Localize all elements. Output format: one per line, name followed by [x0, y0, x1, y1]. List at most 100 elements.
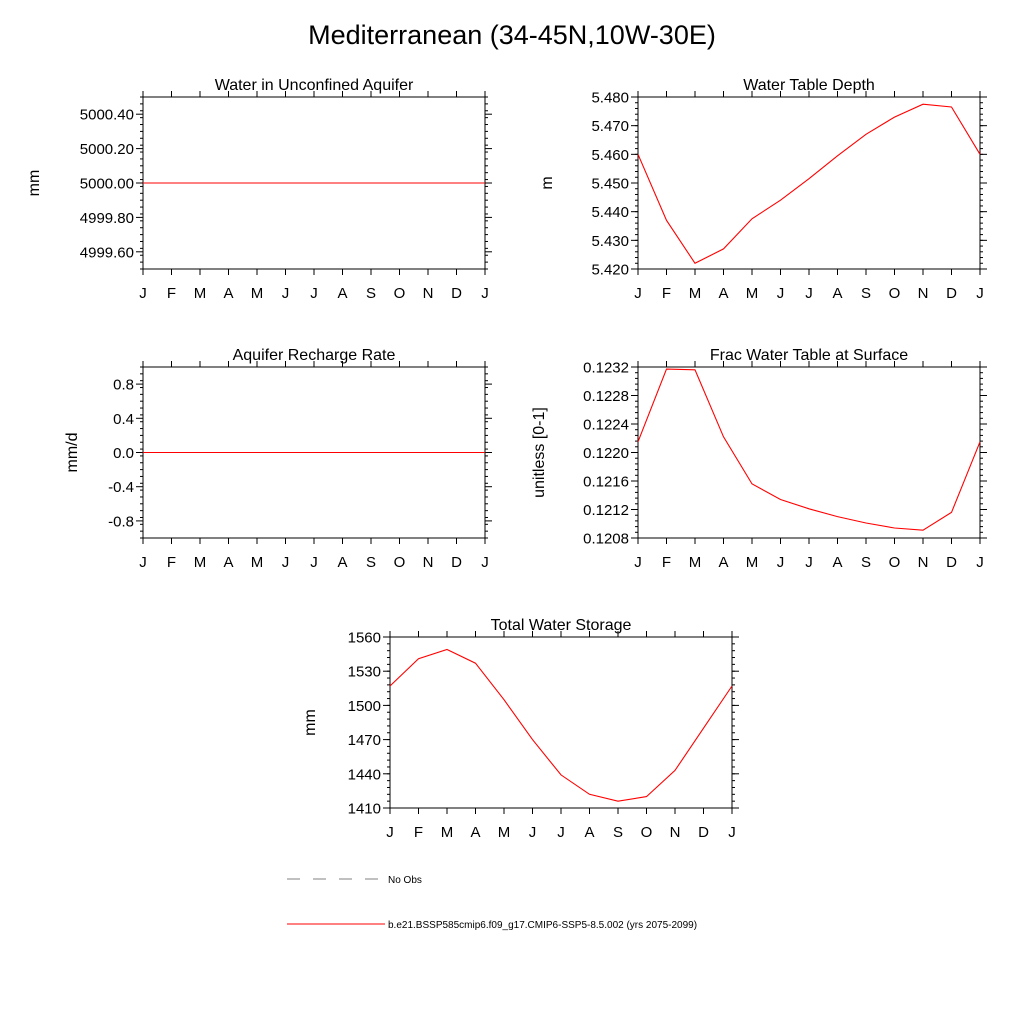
x-tick-label: A [832, 554, 842, 571]
x-tick-label: S [613, 824, 623, 841]
x-tick-label: J [481, 285, 489, 302]
x-tick-label: D [451, 285, 462, 302]
x-tick-label: D [946, 285, 957, 302]
x-tick-label: O [889, 285, 901, 302]
x-tick-label: O [641, 824, 653, 841]
y-tick-label: -0.8 [108, 513, 134, 530]
x-tick-label: J [777, 554, 785, 571]
y-tick-label: 0.4 [113, 411, 134, 428]
x-tick-label: J [139, 554, 147, 571]
x-tick-label: J [386, 824, 394, 841]
x-tick-label: J [529, 824, 537, 841]
x-tick-label: M [194, 554, 207, 571]
y-tick-label: 0.1228 [583, 388, 629, 405]
series-line [389, 648, 733, 802]
x-tick-label: A [337, 554, 347, 571]
x-tick-label: M [194, 285, 207, 302]
x-tick-label: A [718, 285, 728, 302]
y-axis-label: m [539, 176, 556, 189]
y-tick-label: 0.1208 [583, 531, 629, 548]
x-tick-label: J [634, 554, 642, 571]
x-tick-label: M [251, 285, 264, 302]
x-tick-label: O [394, 554, 406, 571]
y-tick-label: 1500 [348, 698, 381, 715]
y-tick-label: 4999.80 [80, 210, 134, 227]
x-tick-label: N [423, 285, 434, 302]
y-tick-label: 1530 [348, 664, 381, 681]
y-tick-label: 1470 [348, 732, 381, 749]
y-tick-label: 5.450 [591, 176, 629, 193]
y-tick-label: 5000.20 [80, 141, 134, 158]
x-tick-label: S [861, 285, 871, 302]
y-tick-label: 0.1224 [583, 417, 629, 434]
y-tick-label: 0.0 [113, 445, 134, 462]
y-tick-label: 0.1216 [583, 474, 629, 491]
x-tick-label: A [470, 824, 480, 841]
x-tick-label: M [441, 824, 454, 841]
x-tick-label: J [728, 824, 736, 841]
panel-title: Total Water Storage [491, 617, 632, 634]
y-tick-label: 4999.60 [80, 244, 134, 261]
x-tick-label: O [394, 285, 406, 302]
x-tick-label: M [689, 554, 702, 571]
x-tick-label: D [451, 554, 462, 571]
y-tick-label: 5000.40 [80, 107, 134, 124]
plot-frame [637, 96, 981, 270]
y-axis-label: mm [26, 170, 43, 197]
x-tick-label: A [337, 285, 347, 302]
y-axis-label: mm/d [64, 433, 81, 473]
x-tick-label: N [918, 285, 929, 302]
y-tick-label: 0.8 [113, 377, 134, 394]
x-tick-label: N [423, 554, 434, 571]
plot-frame [389, 636, 733, 809]
x-tick-label: F [167, 554, 176, 571]
panel-title: Frac Water Table at Surface [710, 347, 908, 364]
x-tick-label: J [805, 285, 813, 302]
x-tick-label: S [861, 554, 871, 571]
y-tick-label: 5000.00 [80, 176, 134, 193]
y-tick-label: 0.1220 [583, 445, 629, 462]
x-tick-label: J [310, 554, 318, 571]
figure-title: Mediterranean (34-45N,10W-30E) [308, 20, 716, 50]
x-tick-label: M [251, 554, 264, 571]
x-tick-label: F [662, 285, 671, 302]
y-tick-label: 1410 [348, 801, 381, 818]
x-tick-label: J [976, 554, 984, 571]
series-line [637, 368, 981, 531]
x-tick-label: A [223, 285, 233, 302]
legend-label-model-run: b.e21.BSSP585cmip6.f09_g17.CMIP6-SSP5-8.… [388, 920, 697, 931]
y-tick-label: 5.430 [591, 233, 629, 250]
x-tick-label: N [918, 554, 929, 571]
x-tick-label: J [481, 554, 489, 571]
panel-title: Aquifer Recharge Rate [233, 347, 396, 364]
x-tick-label: J [282, 285, 290, 302]
series-line [637, 103, 981, 265]
panel-title: Water Table Depth [743, 77, 875, 94]
y-tick-label: 5.420 [591, 262, 629, 279]
x-tick-label: J [805, 554, 813, 571]
x-tick-label: J [777, 285, 785, 302]
x-tick-label: J [976, 285, 984, 302]
x-tick-label: F [167, 285, 176, 302]
legend: No Obs b.e21.BSSP585cmip6.f09_g17.CMIP6-… [287, 875, 697, 931]
x-tick-label: M [498, 824, 511, 841]
x-tick-label: J [310, 285, 318, 302]
y-tick-label: 5.460 [591, 147, 629, 164]
plot-frame [637, 366, 981, 539]
y-tick-label: 5.440 [591, 204, 629, 221]
y-tick-label: 0.1232 [583, 360, 629, 377]
x-tick-label: J [634, 285, 642, 302]
x-tick-label: O [889, 554, 901, 571]
legend-label-no-obs: No Obs [388, 875, 422, 886]
x-tick-label: M [689, 285, 702, 302]
x-tick-label: F [662, 554, 671, 571]
x-tick-label: M [746, 554, 759, 571]
x-tick-label: J [139, 285, 147, 302]
x-tick-label: J [282, 554, 290, 571]
